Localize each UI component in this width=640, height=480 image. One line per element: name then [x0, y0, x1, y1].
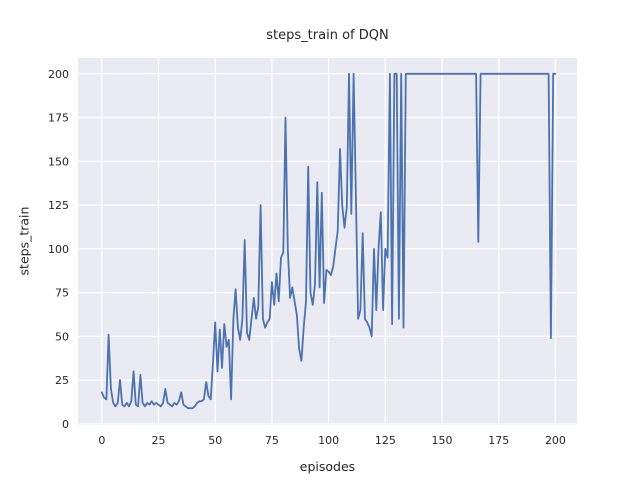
y-tick-label: 25: [55, 374, 69, 387]
x-tick-label: 75: [265, 434, 279, 447]
y-axis-label: steps_train: [16, 206, 32, 276]
x-tick-label: 125: [375, 434, 396, 447]
x-tick-label: 200: [545, 434, 566, 447]
y-tick-label: 75: [55, 287, 69, 300]
x-axis-label: episodes: [299, 459, 356, 474]
series-line-steps_train: [100, 72, 557, 410]
y-tick-label: 200: [48, 68, 69, 81]
chart-title: steps_train of DQN: [266, 28, 389, 43]
y-tick-label: 150: [48, 155, 69, 168]
x-tick-label: 175: [488, 434, 509, 447]
x-tick-label: 100: [318, 434, 339, 447]
x-tick-label: 0: [98, 434, 105, 447]
y-tick-label: 125: [48, 199, 69, 212]
y-tick-label: 100: [48, 243, 69, 256]
y-tick-label: 0: [62, 418, 69, 431]
y-tick-label: 50: [55, 330, 69, 343]
x-tick-label: 50: [208, 434, 222, 447]
x-tick-label: 25: [152, 434, 166, 447]
x-tick-label: 150: [432, 434, 453, 447]
axes-background: [78, 58, 577, 425]
y-tick-label: 175: [48, 112, 69, 125]
